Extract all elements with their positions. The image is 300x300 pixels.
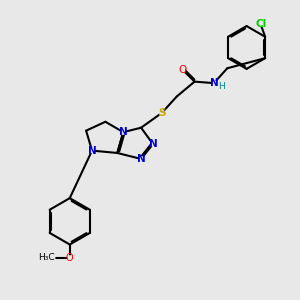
FancyBboxPatch shape: [67, 255, 72, 261]
Text: N: N: [88, 146, 96, 156]
FancyBboxPatch shape: [256, 22, 266, 27]
FancyBboxPatch shape: [121, 130, 126, 135]
FancyBboxPatch shape: [89, 148, 94, 153]
Text: N: N: [137, 154, 146, 164]
Text: N: N: [119, 127, 128, 137]
FancyBboxPatch shape: [150, 141, 156, 147]
Text: S: S: [158, 108, 166, 118]
FancyBboxPatch shape: [211, 80, 217, 86]
FancyBboxPatch shape: [139, 156, 144, 162]
Text: Cl: Cl: [255, 19, 266, 29]
Text: H₃C: H₃C: [38, 254, 55, 262]
Text: O: O: [178, 65, 187, 75]
Text: N: N: [148, 139, 157, 149]
Text: H: H: [218, 82, 225, 91]
FancyBboxPatch shape: [159, 110, 164, 116]
Text: O: O: [66, 253, 74, 263]
FancyBboxPatch shape: [180, 67, 185, 72]
Text: N: N: [209, 78, 218, 88]
